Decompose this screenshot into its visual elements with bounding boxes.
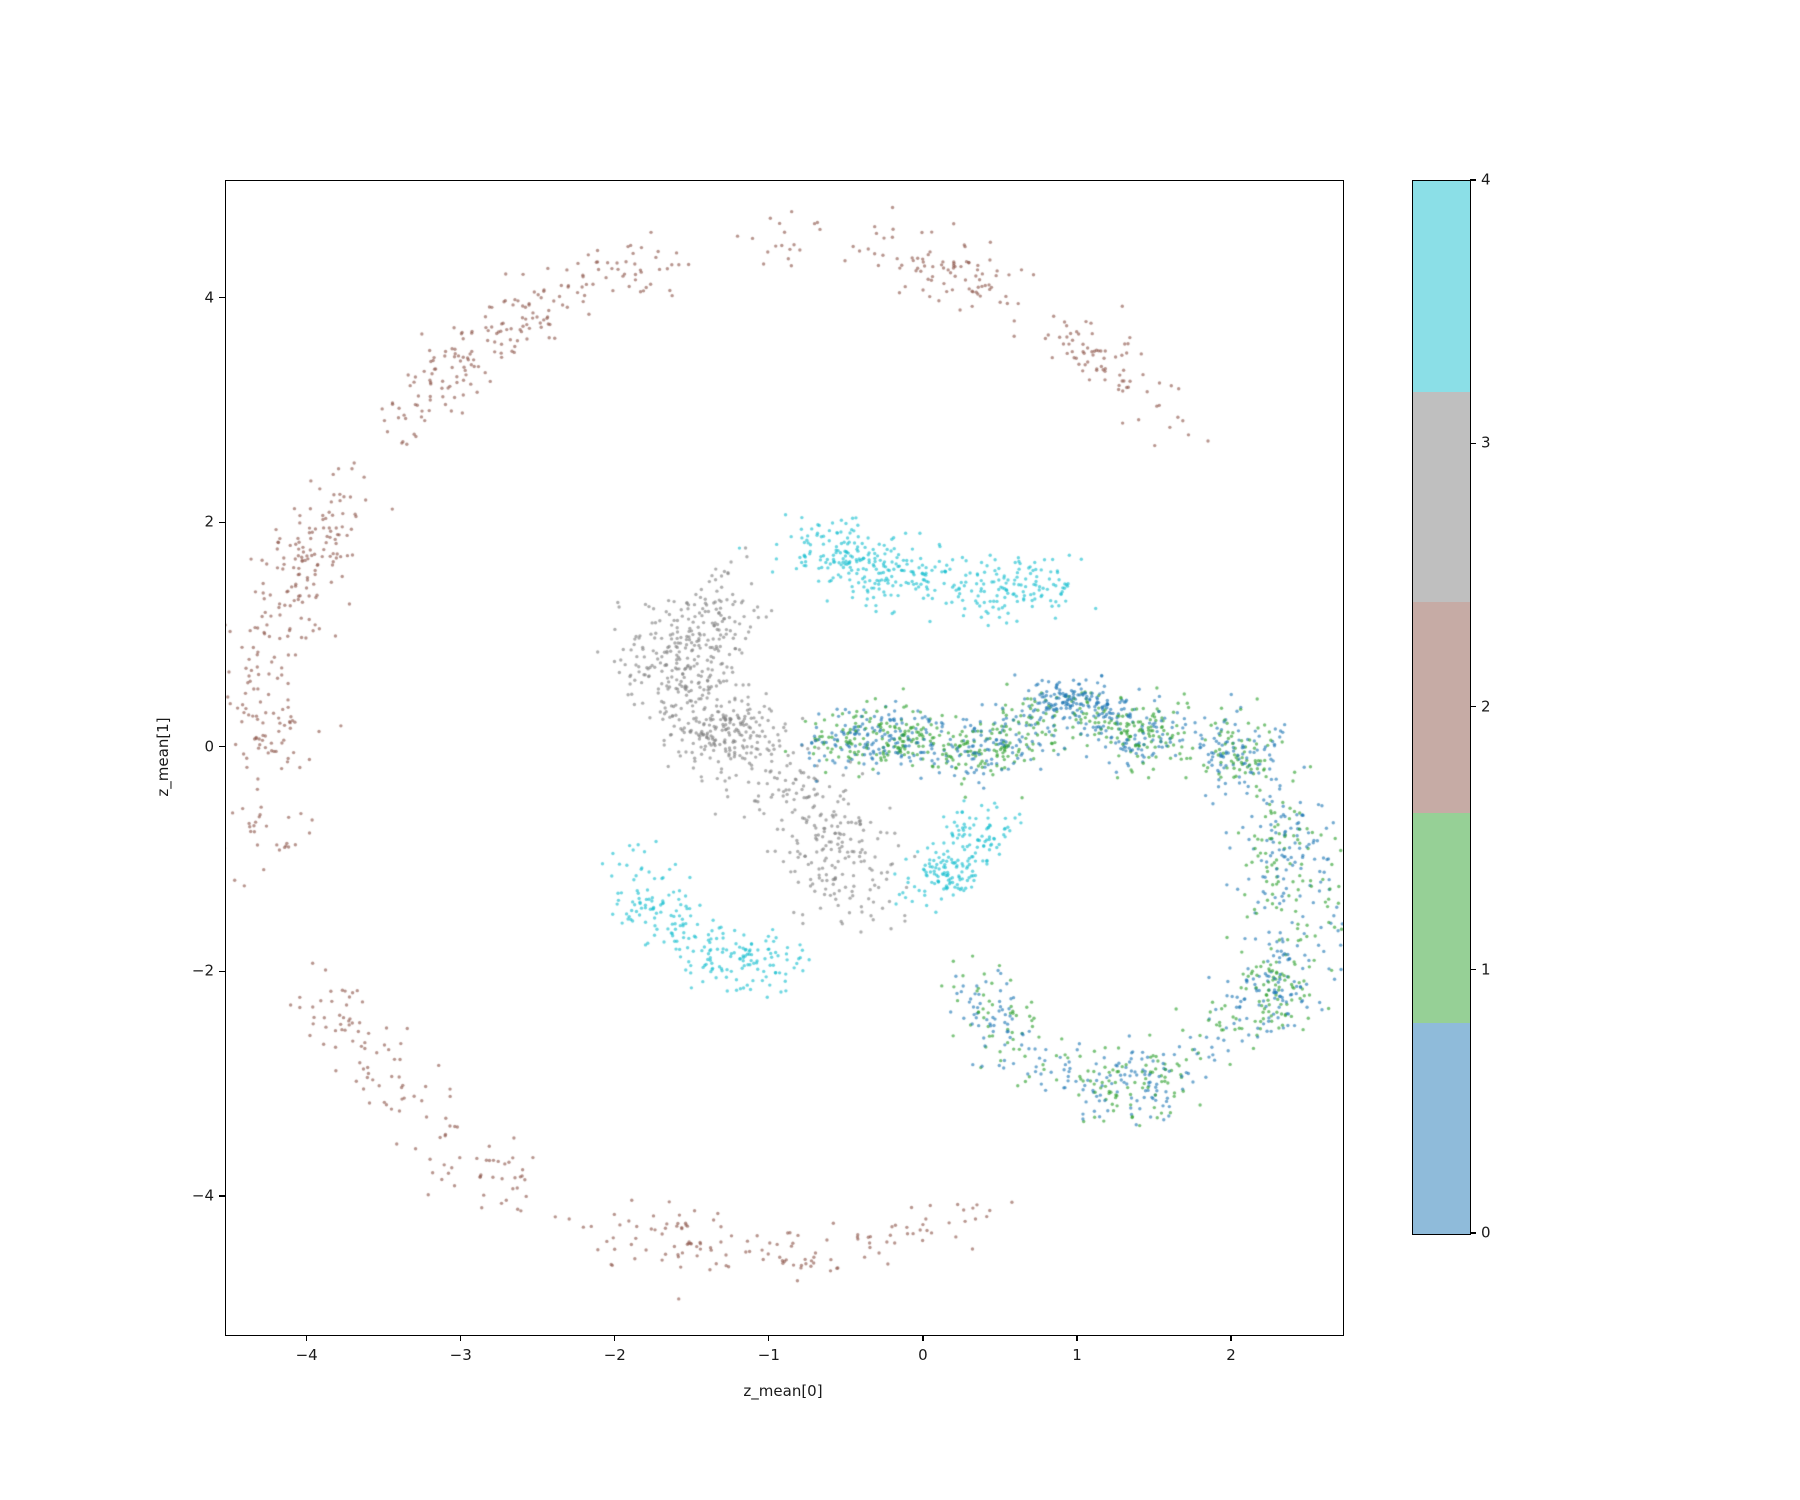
x-tick-label: 1 xyxy=(1072,1346,1082,1364)
colorbar-tick-mark xyxy=(1470,1232,1477,1234)
y-tick-label: −4 xyxy=(191,1186,214,1205)
x-axis-label: z_mean[0] xyxy=(743,1382,823,1400)
colorbar xyxy=(1412,180,1471,1235)
scatter-canvas xyxy=(226,181,1343,1335)
y-tick-mark xyxy=(219,1195,225,1197)
x-tick-label: 0 xyxy=(918,1346,928,1364)
colorbar-tick-mark xyxy=(1470,969,1477,971)
colorbar-tick-label: 0 xyxy=(1481,1223,1491,1242)
colorbar-tick-mark xyxy=(1470,705,1477,708)
colorbar-tick-label: 3 xyxy=(1481,433,1491,452)
y-tick-mark xyxy=(219,521,225,523)
x-tick-label: 2 xyxy=(1226,1346,1236,1364)
x-tick-mark xyxy=(1076,1335,1078,1342)
colorbar-tick-label: 2 xyxy=(1481,697,1491,716)
y-tick-mark xyxy=(219,297,225,299)
plot-area xyxy=(225,180,1344,1336)
y-tick-label: 4 xyxy=(204,288,214,307)
colorbar-tick-label: 4 xyxy=(1481,170,1491,189)
colorbar-tick-label: 1 xyxy=(1481,960,1491,979)
x-tick-mark xyxy=(460,1335,462,1342)
colorbar-segment-class2 xyxy=(1413,601,1470,813)
x-tick-label: −2 xyxy=(603,1346,626,1364)
x-tick-mark xyxy=(306,1335,308,1342)
colorbar-segment-class0 xyxy=(1413,1022,1470,1234)
y-tick-label: 0 xyxy=(204,737,214,756)
y-tick-mark xyxy=(219,746,225,748)
x-tick-label: −3 xyxy=(449,1346,472,1364)
y-tick-label: 2 xyxy=(204,513,214,532)
y-tick-label: −2 xyxy=(191,962,214,981)
colorbar-tick-mark xyxy=(1470,179,1477,181)
x-tick-label: −4 xyxy=(295,1346,318,1364)
colorbar-segment-class1 xyxy=(1413,812,1470,1024)
y-tick-mark xyxy=(219,970,225,972)
y-axis-label: z_mean[1] xyxy=(154,717,172,797)
colorbar-tick-mark xyxy=(1470,442,1477,444)
x-tick-mark xyxy=(768,1335,770,1342)
x-tick-mark xyxy=(922,1335,924,1342)
x-tick-mark xyxy=(1230,1335,1232,1342)
x-tick-label: −1 xyxy=(757,1346,780,1364)
colorbar-segment-class4 xyxy=(1413,180,1470,392)
x-tick-mark xyxy=(614,1335,616,1342)
colorbar-segment-class3 xyxy=(1413,391,1470,603)
